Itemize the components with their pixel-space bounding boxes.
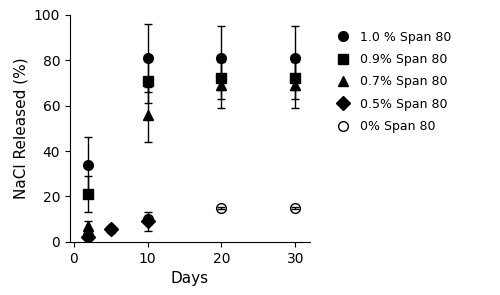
Y-axis label: NaCl Released (%): NaCl Released (%)	[14, 58, 28, 199]
X-axis label: Days: Days	[171, 271, 209, 286]
Legend: 1.0 % Span 80, 0.9% Span 80, 0.7% Span 80, 0.5% Span 80, 0% Span 80: 1.0 % Span 80, 0.9% Span 80, 0.7% Span 8…	[326, 26, 456, 138]
